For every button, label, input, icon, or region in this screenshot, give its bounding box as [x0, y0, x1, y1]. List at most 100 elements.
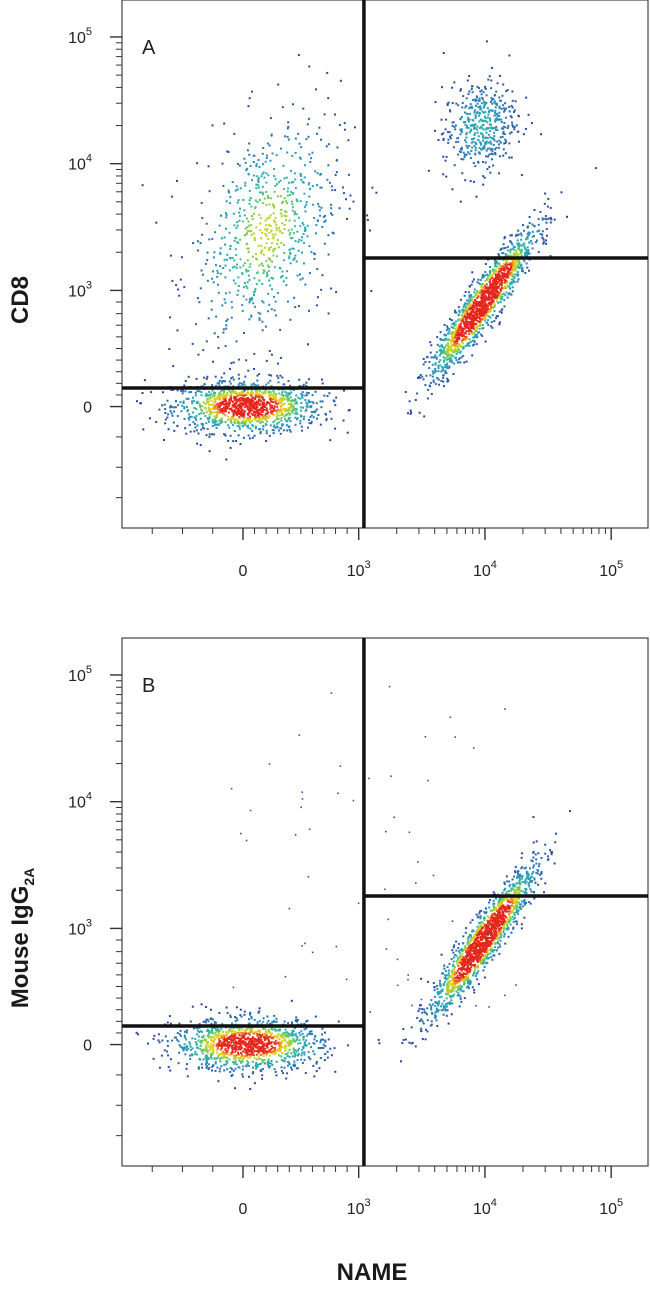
event-dot — [196, 442, 199, 445]
event-dot — [200, 1003, 203, 1006]
event-dot — [215, 397, 218, 400]
event-dot — [257, 418, 260, 421]
event-dot — [442, 132, 445, 135]
event-dot — [470, 283, 473, 286]
event-dot — [509, 262, 512, 265]
event-dot — [487, 296, 490, 299]
event-dot — [247, 416, 250, 419]
event-dot — [484, 314, 487, 317]
event-dot — [254, 398, 257, 400]
event-dot — [257, 1033, 260, 1036]
event-dot — [294, 1049, 297, 1052]
event-dot — [513, 246, 516, 248]
event-dot — [466, 118, 469, 121]
event-dot — [228, 231, 231, 234]
event-dot — [282, 1037, 285, 1040]
event-dot — [202, 401, 205, 404]
event-dot — [493, 269, 496, 272]
event-dot — [506, 276, 509, 279]
event-dot — [471, 298, 474, 301]
event-dot — [213, 398, 216, 400]
event-dot — [222, 331, 225, 334]
event-dot — [229, 1016, 232, 1018]
event-dot — [272, 1037, 275, 1040]
event-dot — [246, 1063, 249, 1066]
event-dot — [472, 162, 475, 164]
event-dot — [279, 397, 282, 400]
event-dot — [221, 1052, 224, 1055]
event-dot — [458, 311, 461, 314]
event-dot — [493, 289, 496, 292]
event-dot — [240, 1015, 243, 1018]
event-dot — [210, 1022, 213, 1025]
panel-a-dots — [136, 40, 597, 461]
event-dot — [288, 416, 291, 419]
event-dot — [262, 398, 265, 401]
event-dot — [423, 415, 426, 418]
event-dot — [434, 369, 437, 372]
event-dot — [274, 300, 277, 303]
event-dot — [484, 102, 487, 105]
event-dot — [291, 1023, 293, 1026]
event-dot — [260, 1046, 263, 1048]
event-dot — [466, 326, 469, 329]
event-dot — [244, 1029, 247, 1032]
event-dot — [262, 408, 265, 411]
event-dot — [294, 408, 297, 411]
event-dot — [468, 152, 471, 155]
event-dot — [478, 97, 481, 100]
event-dot — [490, 293, 493, 296]
event-dot — [541, 233, 544, 236]
event-dot — [472, 302, 475, 305]
event-dot — [307, 135, 310, 138]
event-dot — [262, 272, 265, 275]
event-dot — [295, 411, 298, 414]
event-dot — [270, 1060, 273, 1062]
event-dot — [163, 439, 165, 441]
event-dot — [496, 276, 499, 279]
event-dot — [316, 220, 319, 222]
event-dot — [272, 421, 275, 424]
event-dot — [442, 155, 445, 158]
event-dot — [500, 264, 503, 267]
event-dot — [263, 1042, 266, 1045]
event-dot — [208, 190, 211, 193]
event-dot — [515, 260, 517, 263]
event-dot — [181, 1046, 184, 1049]
event-dot — [482, 111, 485, 114]
event-dot — [180, 256, 183, 259]
event-dot — [253, 408, 256, 411]
event-dot — [459, 351, 462, 354]
event-dot — [487, 308, 490, 311]
event-dot — [487, 113, 490, 116]
event-dot — [279, 1048, 282, 1051]
event-dot — [265, 235, 268, 237]
event-dot — [179, 401, 182, 404]
event-dot — [184, 1030, 186, 1033]
event-dot — [235, 1044, 237, 1047]
event-dot — [489, 316, 492, 319]
event-dot — [173, 406, 176, 409]
event-dot — [508, 272, 511, 275]
event-dot — [247, 220, 250, 223]
event-dot — [208, 1066, 211, 1069]
event-dot — [243, 1010, 246, 1013]
event-dot — [518, 140, 520, 143]
event-dot — [231, 1049, 234, 1052]
event-dot — [445, 175, 448, 178]
event-dot — [289, 420, 292, 423]
event-dot — [507, 293, 510, 296]
event-dot — [214, 1069, 217, 1072]
event-dot — [170, 195, 173, 198]
event-dot — [476, 317, 479, 319]
event-dot — [543, 241, 545, 244]
event-dot — [505, 140, 508, 143]
event-dot — [220, 1036, 223, 1039]
event-dot — [250, 402, 253, 405]
event-dot — [224, 394, 227, 397]
event-dot — [416, 392, 419, 395]
event-dot — [504, 102, 507, 105]
event-dot — [268, 394, 271, 397]
event-dot — [208, 1045, 211, 1048]
event-dot — [274, 1070, 277, 1073]
